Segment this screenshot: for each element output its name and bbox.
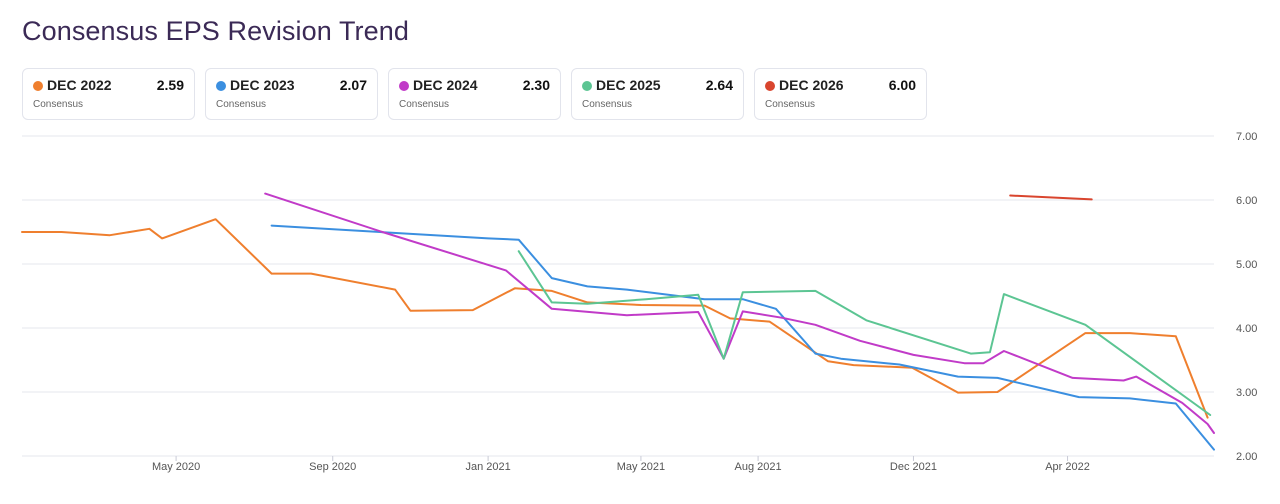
series-line-dec-2023 (270, 224, 1215, 451)
y-tick-label: 2.00 (1236, 451, 1257, 463)
card-series-name: DEC 2024 (413, 77, 478, 93)
series-line-dec-2024 (264, 192, 1215, 434)
card-series-name: DEC 2023 (230, 77, 295, 93)
legend-card-dec-2022[interactable]: DEC 2022 2.59 Consensus (22, 68, 195, 120)
card-sub-label: Consensus (399, 99, 450, 110)
y-tick-label: 7.00 (1236, 131, 1257, 143)
y-tick-label: 3.00 (1236, 387, 1257, 399)
card-sub-label: Consensus (33, 99, 84, 110)
card-consensus-value: 2.07 (339, 77, 367, 93)
card-consensus-value: 2.59 (156, 77, 184, 93)
line-chart: 2.00 3.00 4.00 5.00 6.00 7.00 May 2020 Sep 2020… (21, 131, 1257, 473)
series-dot-icon (33, 81, 43, 91)
card-sub-label: Consensus (765, 99, 816, 110)
legend-cards: DEC 2022 2.59 Consensus DEC 2023 2.07 Co… (22, 68, 937, 120)
series-line-dec-2026 (1009, 194, 1093, 201)
card-series-name: DEC 2022 (47, 77, 112, 93)
x-tick-label: May 2020 (152, 461, 200, 473)
series-dot-icon (582, 81, 592, 91)
legend-card-dec-2024[interactable]: DEC 2024 2.30 Consensus (388, 68, 561, 120)
card-sub-label: Consensus (582, 99, 633, 110)
series-line-dec-2022 (21, 218, 1209, 419)
x-tick-label: May 2021 (617, 461, 665, 473)
card-consensus-value: 6.00 (888, 77, 916, 93)
series-dot-icon (216, 81, 226, 91)
legend-card-dec-2023[interactable]: DEC 2023 2.07 Consensus (205, 68, 378, 120)
card-series-name: DEC 2026 (779, 77, 844, 93)
card-consensus-value: 2.30 (522, 77, 550, 93)
card-sub-label: Consensus (216, 99, 267, 110)
y-tick-label: 5.00 (1236, 259, 1257, 271)
card-consensus-value: 2.64 (705, 77, 733, 93)
legend-card-dec-2026[interactable]: DEC 2026 6.00 Consensus (754, 68, 927, 120)
y-tick-label: 4.00 (1236, 323, 1257, 335)
card-series-name: DEC 2025 (596, 77, 661, 93)
series-dot-icon (765, 81, 775, 91)
x-tick-label: Aug 2021 (735, 461, 782, 473)
x-tick-label: Apr 2022 (1045, 461, 1090, 473)
chart-title: Consensus EPS Revision Trend (22, 16, 409, 46)
legend-card-dec-2025[interactable]: DEC 2025 2.64 Consensus (571, 68, 744, 120)
y-tick-label: 6.00 (1236, 195, 1257, 207)
x-tick-label: Jan 2021 (465, 461, 510, 473)
x-tick-label: Sep 2020 (309, 461, 356, 473)
series-line-dec-2025 (517, 250, 1212, 416)
series-dot-icon (399, 81, 409, 91)
x-tick-label: Dec 2021 (890, 461, 937, 473)
